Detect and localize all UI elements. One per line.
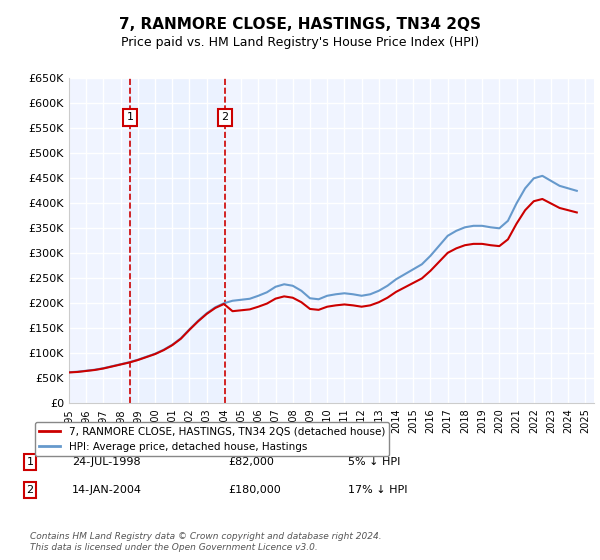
Text: Contains HM Land Registry data © Crown copyright and database right 2024.
This d: Contains HM Land Registry data © Crown c… bbox=[30, 532, 382, 552]
Text: 5% ↓ HPI: 5% ↓ HPI bbox=[348, 457, 400, 467]
Text: 2: 2 bbox=[26, 485, 34, 495]
Text: 14-JAN-2004: 14-JAN-2004 bbox=[72, 485, 142, 495]
Text: £180,000: £180,000 bbox=[228, 485, 281, 495]
Bar bbox=[130, 78, 224, 403]
Text: 17% ↓ HPI: 17% ↓ HPI bbox=[348, 485, 407, 495]
Text: 24-JUL-1998: 24-JUL-1998 bbox=[72, 457, 140, 467]
Text: £82,000: £82,000 bbox=[228, 457, 274, 467]
Text: 7, RANMORE CLOSE, HASTINGS, TN34 2QS: 7, RANMORE CLOSE, HASTINGS, TN34 2QS bbox=[119, 17, 481, 32]
Legend: 7, RANMORE CLOSE, HASTINGS, TN34 2QS (detached house), HPI: Average price, detac: 7, RANMORE CLOSE, HASTINGS, TN34 2QS (de… bbox=[35, 422, 389, 456]
Text: Price paid vs. HM Land Registry's House Price Index (HPI): Price paid vs. HM Land Registry's House … bbox=[121, 36, 479, 49]
Text: 1: 1 bbox=[26, 457, 34, 467]
Text: 1: 1 bbox=[127, 113, 134, 123]
Text: 2: 2 bbox=[221, 113, 228, 123]
